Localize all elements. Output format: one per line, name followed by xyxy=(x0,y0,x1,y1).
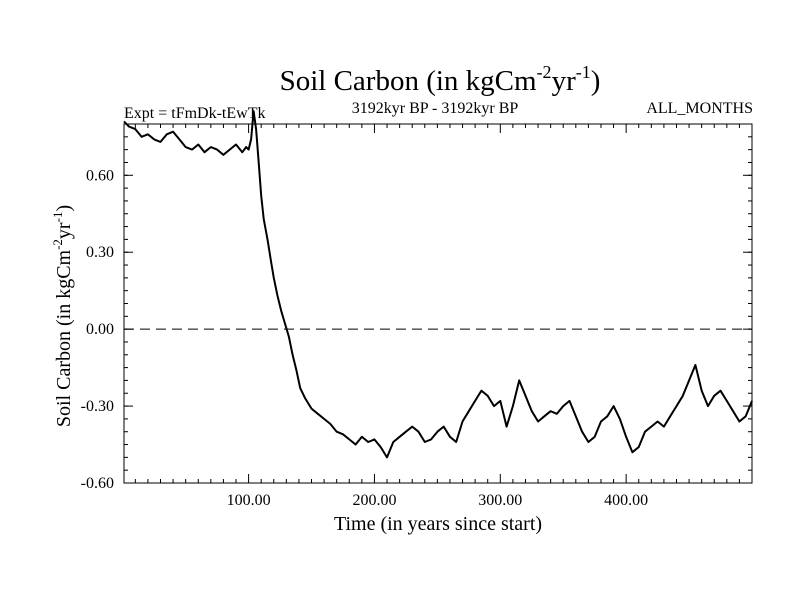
y-axis-label: Soil Carbon (in kgCm-2yr-1) xyxy=(50,205,75,427)
x-tick-label: 200.00 xyxy=(352,492,396,509)
plot-frame xyxy=(123,123,753,484)
y-tick-label: 0.60 xyxy=(86,167,114,184)
x-tick-label: 100.00 xyxy=(227,492,271,509)
y-tick-label: -0.30 xyxy=(81,398,114,415)
x-tick-label: 400.00 xyxy=(604,492,648,509)
experiment-label: Expt = tFmDk-tEwTk xyxy=(124,105,265,122)
axis-ticks xyxy=(124,123,752,484)
y-tick-label: -0.60 xyxy=(81,475,114,492)
time-range-label: 3192kyr BP - 3192kyr BP xyxy=(352,100,519,117)
y-tick-labels: -0.60 -0.30 0.00 0.30 0.60 xyxy=(81,167,114,492)
y-tick-label: 0.30 xyxy=(86,244,114,261)
y-tick-label: 0.00 xyxy=(86,321,114,338)
x-tick-label: 300.00 xyxy=(478,492,522,509)
chart-title: Soil Carbon (in kgCm-2yr-1) xyxy=(280,62,601,97)
x-axis-label: Time (in years since start) xyxy=(334,513,542,535)
months-label: ALL_MONTHS xyxy=(646,100,753,117)
soil-carbon-series-line xyxy=(123,110,753,459)
x-tick-labels: 100.00 200.00 300.00 400.00 xyxy=(227,492,649,509)
